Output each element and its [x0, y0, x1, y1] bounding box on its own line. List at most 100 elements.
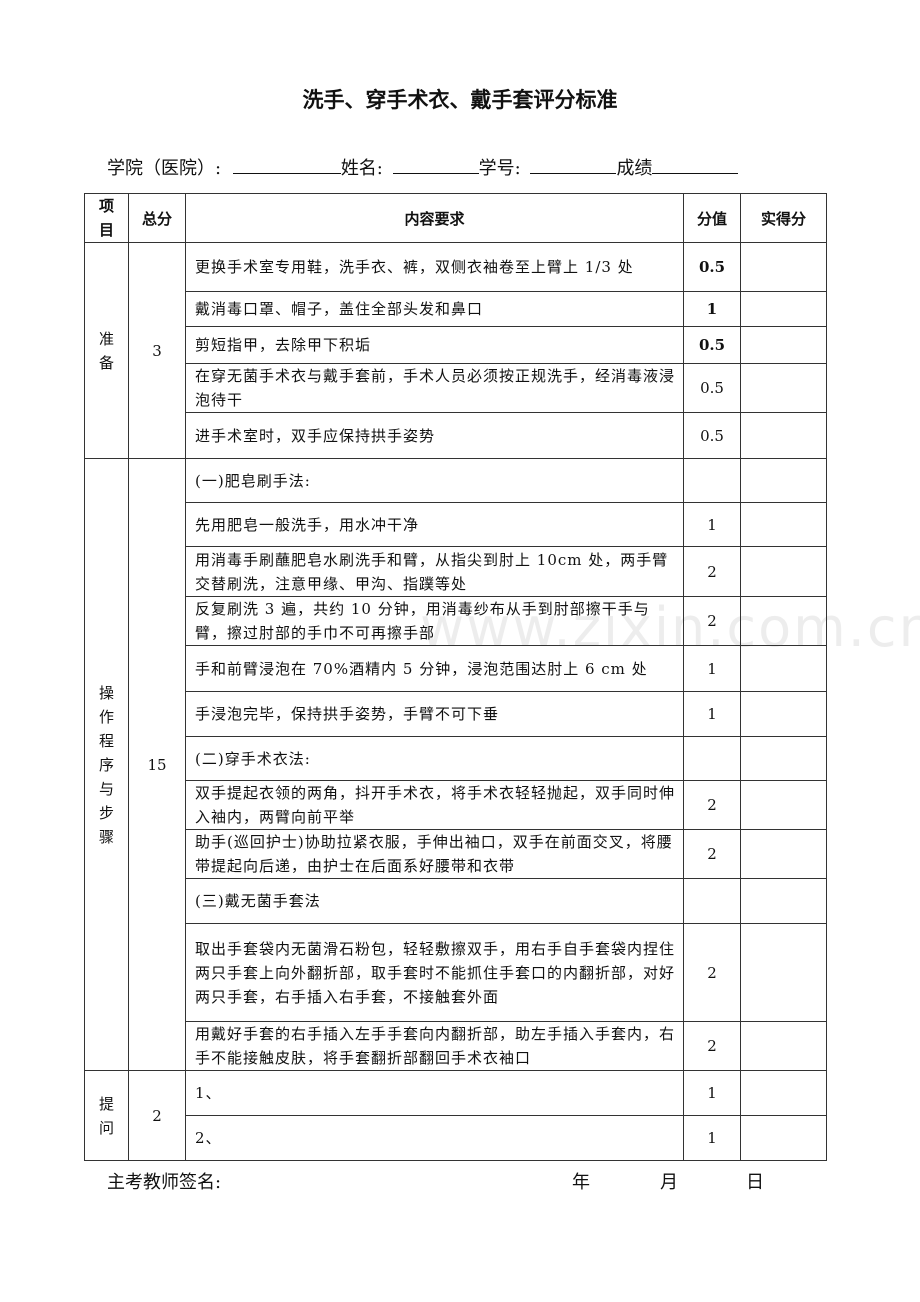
table-row: 反复刷洗 3 遍，共约 10 分钟，用消毒纱布从手到肘部擦干手与臂，擦过肘部的手…	[85, 596, 827, 646]
table-row: 戴消毒口罩、帽子，盖住全部头发和鼻口 1	[85, 291, 827, 327]
row-content: 更换手术室专用鞋，洗手衣、裤，双侧衣袖卷至上臂上 1/3 处	[195, 258, 634, 276]
college-label: 学院（医院）:	[107, 158, 222, 179]
row-score: 0.5	[683, 242, 741, 292]
actual-score-cell[interactable]	[740, 645, 827, 692]
actual-score-cell[interactable]	[740, 326, 827, 364]
page-title: 洗手、穿手术衣、戴手套评分标准	[302, 88, 618, 112]
actual-score-cell[interactable]	[740, 829, 827, 879]
row-score: 0.5	[683, 363, 741, 413]
table-row: 提问 2 1、 1	[84, 1070, 827, 1161]
table-row: 操作程序与步骤 15 (一)肥皂刷手法:	[84, 458, 827, 1071]
row-score: 2	[683, 596, 741, 646]
month-label: 月	[660, 1172, 678, 1193]
student-id-label: 学号:	[478, 158, 521, 179]
score-field[interactable]	[652, 155, 739, 174]
row-score: 0.5	[683, 412, 741, 459]
table-row: (二)穿手术衣法:	[85, 736, 827, 781]
section-item: 操作程序与步骤	[84, 458, 129, 1071]
row-content: (二)穿手术衣法:	[195, 749, 311, 768]
row-score: 2	[683, 923, 741, 1022]
actual-score-cell[interactable]	[740, 691, 827, 737]
table-row: 取出手套袋内无菌滑石粉包，轻轻敷擦双手，用右手自手套袋内捏住两只手套上向外翻折部…	[85, 923, 827, 1022]
row-content: 进手术室时，双手应保持拱手姿势	[195, 426, 436, 445]
row-content: 1、	[195, 1084, 222, 1102]
table-row: 剪短指甲，去除甲下积垢 0.5	[85, 326, 827, 364]
student-id-field[interactable]	[530, 155, 617, 174]
section-item: 准备	[84, 242, 129, 459]
table-row: 用消毒手刷蘸肥皂水刷洗手和臂，从指尖到肘上 10cm 处，两手臂交替刷洗，注意甲…	[85, 546, 827, 597]
actual-score-cell[interactable]	[740, 878, 827, 924]
row-score: 1	[683, 691, 741, 737]
row-score	[683, 458, 741, 503]
row-score: 2	[683, 546, 741, 597]
table-row: (三)戴无菌手套法	[85, 878, 827, 924]
header-score: 分值	[683, 193, 741, 243]
section-total: 15	[128, 458, 186, 1071]
actual-score-cell[interactable]	[740, 363, 827, 413]
table-row: 双手提起衣领的两角，抖开手术衣，将手术衣轻轻抛起，双手同时伸入袖内，两臂向前平举…	[85, 780, 827, 830]
row-content: 剪短指甲，去除甲下积垢	[195, 336, 372, 354]
row-score: 2	[683, 829, 741, 879]
actual-score-cell[interactable]	[740, 458, 827, 503]
row-content: 反复刷洗 3 遍，共约 10 分钟，用消毒纱布从手到肘部擦干手与臂，擦过肘部的手…	[195, 600, 650, 642]
table-row: 准备 3 更换手术室专用鞋，洗手衣、裤，双侧衣袖卷至上臂上 1/3 处 0.5	[84, 242, 827, 459]
row-score: 0.5	[683, 326, 741, 364]
actual-score-cell[interactable]	[740, 923, 827, 1022]
header-total: 总分	[128, 193, 186, 243]
table-row: 手浸泡完毕，保持拱手姿势，手臂不可下垂 1	[85, 691, 827, 737]
actual-score-cell[interactable]	[740, 1021, 827, 1071]
actual-score-cell[interactable]	[740, 546, 827, 597]
row-content: 先用肥皂一般洗手，用水冲干净	[195, 515, 420, 534]
signature-label: 主考教师签名:	[107, 1172, 222, 1193]
section-item: 提问	[84, 1070, 129, 1161]
score-label: 成绩	[616, 158, 653, 179]
section-total: 2	[128, 1070, 186, 1161]
row-content: 手和前臂浸泡在 70%酒精内 5 分钟，浸泡范围达肘上 6 cm 处	[195, 659, 648, 678]
row-score: 1	[683, 1070, 741, 1116]
header-item: 项目	[84, 193, 129, 243]
row-content: (三)戴无菌手套法	[195, 892, 321, 910]
row-score: 2	[683, 780, 741, 830]
scoring-table: 项目 总分 内容要求 分值 实得分 准备 3 更换手术室专用鞋，洗手衣、裤，双侧衣袖…	[84, 193, 827, 1161]
row-score: 1	[683, 1115, 741, 1161]
actual-score-cell[interactable]	[740, 502, 827, 547]
row-score: 2	[683, 1021, 741, 1071]
row-content: 用消毒手刷蘸肥皂水刷洗手和臂，从指尖到肘上 10cm 处，两手臂交替刷洗，注意甲…	[195, 550, 669, 593]
row-content: (一)肥皂刷手法:	[195, 471, 311, 490]
actual-score-cell[interactable]	[740, 291, 827, 327]
table-row: 用戴好手套的右手插入左手手套向内翻折部，助左手插入手套内，右手不能接触皮肤，将手…	[85, 1021, 827, 1071]
college-field[interactable]	[232, 155, 341, 174]
table-header-row: 项目 总分 内容要求 分值 实得分	[84, 193, 827, 243]
actual-score-cell[interactable]	[740, 780, 827, 830]
row-content: 手浸泡完毕，保持拱手姿势，手臂不可下垂	[195, 705, 500, 723]
actual-score-cell[interactable]	[740, 1070, 827, 1116]
header-content: 内容要求	[185, 193, 684, 243]
table-row: 2、 1	[85, 1115, 827, 1161]
table-row: 在穿无菌手术衣与戴手套前，手术人员必须按正规洗手，经消毒液浸泡待干 0.5	[85, 363, 827, 413]
row-content: 取出手套袋内无菌滑石粉包，轻轻敷擦双手，用右手自手套袋内捏住两只手套上向外翻折部…	[195, 939, 676, 1006]
table-row: 进手术室时，双手应保持拱手姿势 0.5	[85, 412, 827, 459]
row-content: 戴消毒口罩、帽子，盖住全部头发和鼻口	[195, 300, 484, 318]
table-row: 先用肥皂一般洗手，用水冲干净 1	[85, 502, 827, 547]
row-content: 用戴好手套的右手插入左手手套向内翻折部，助左手插入手套内，右手不能接触皮肤，将手…	[195, 1025, 676, 1067]
table-row: 手和前臂浸泡在 70%酒精内 5 分钟，浸泡范围达肘上 6 cm 处 1	[85, 645, 827, 692]
actual-score-cell[interactable]	[740, 412, 827, 459]
actual-score-cell[interactable]	[740, 736, 827, 781]
name-field[interactable]	[392, 155, 479, 174]
year-label: 年	[572, 1172, 590, 1193]
row-score	[683, 736, 741, 781]
day-label: 日	[746, 1172, 764, 1193]
row-content: 在穿无菌手术衣与戴手套前，手术人员必须按正规洗手，经消毒液浸泡待干	[195, 367, 676, 409]
row-content: 双手提起衣领的两角，抖开手术衣，将手术衣轻轻抛起，双手同时伸入袖内，两臂向前平举	[195, 784, 676, 826]
actual-score-cell[interactable]	[740, 1115, 827, 1161]
row-score: 1	[683, 502, 741, 547]
name-label: 姓名:	[340, 158, 383, 179]
row-score: 1	[683, 645, 741, 692]
student-info-line: 学院（医院）: 姓名: 学号: 成绩	[107, 154, 739, 180]
header-actual-score: 实得分	[740, 193, 827, 243]
table-row: 助手(巡回护士)协助拉紧衣服，手伸出袖口，双手在前面交叉，将腰带提起向后递，由护…	[85, 829, 827, 879]
section-total: 3	[128, 242, 186, 459]
actual-score-cell[interactable]	[740, 596, 827, 646]
row-score: 1	[683, 291, 741, 327]
actual-score-cell[interactable]	[740, 242, 827, 292]
